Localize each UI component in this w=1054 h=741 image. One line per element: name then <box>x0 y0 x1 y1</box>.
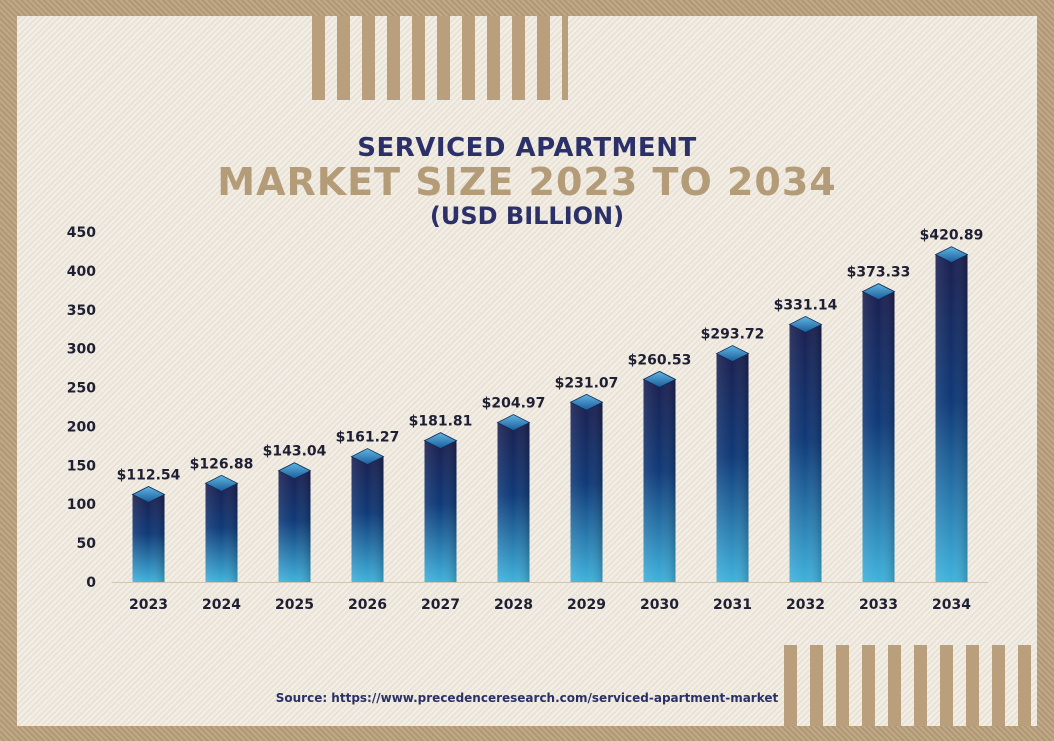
bar-cap <box>131 486 166 503</box>
x-tick-label: 2028 <box>494 597 533 613</box>
bar-2023: $112.54 <box>117 467 181 582</box>
bar-cap <box>204 474 239 492</box>
bar-shading <box>132 494 165 582</box>
bar-cap <box>934 246 969 264</box>
x-tick-label: 2033 <box>859 597 898 613</box>
bar-value-label: $373.33 <box>847 265 911 281</box>
bar-2028: $204.97 <box>482 396 546 582</box>
bar-shading <box>205 483 238 582</box>
x-tick-label: 2025 <box>275 597 314 613</box>
x-tick-label: 2026 <box>348 597 387 613</box>
bar-shading <box>862 291 895 582</box>
bar-2034: $420.89 <box>920 228 984 582</box>
y-tick-label: 400 <box>67 264 96 280</box>
x-tick-label: 2029 <box>567 597 606 613</box>
y-tick-label: 150 <box>67 458 96 474</box>
bar-value-label: $161.27 <box>336 430 400 446</box>
x-tick-label: 2034 <box>932 597 971 613</box>
bar-shading <box>351 456 384 582</box>
bar-cap <box>861 283 896 301</box>
bar-value-label: $112.54 <box>117 467 181 483</box>
source-note: Source: https://www.precedenceresearch.c… <box>275 691 779 705</box>
bar-value-label: $331.14 <box>774 297 838 313</box>
bar-shading <box>716 353 749 582</box>
bar-cap <box>277 462 312 480</box>
bar-cap <box>423 432 458 450</box>
x-tick-label: 2027 <box>421 597 460 613</box>
bar-shading <box>789 324 822 582</box>
bar-shading <box>643 379 676 582</box>
bar-value-label: $143.04 <box>263 444 327 460</box>
y-tick-label: 200 <box>67 419 96 435</box>
bar-2033: $373.33 <box>847 265 911 582</box>
bar-2026: $161.27 <box>336 430 400 582</box>
x-tick-label: 2031 <box>713 597 752 613</box>
y-axis: 0 50 100 150 200 250 300 350 400 450 <box>67 225 96 591</box>
bar-shading <box>278 470 311 582</box>
bar-cap <box>496 414 531 432</box>
bar-2032: $331.14 <box>774 297 838 582</box>
bar-shading <box>570 402 603 582</box>
bar-2030: $260.53 <box>628 352 692 582</box>
y-tick-label: 300 <box>67 342 96 358</box>
bar-2031: $293.72 <box>701 327 765 582</box>
x-axis: 2023 2024 2025 2026 2027 2028 2029 2030 2031 2032… <box>129 597 971 613</box>
bar-shading <box>935 254 968 582</box>
x-tick-label: 2030 <box>640 597 679 613</box>
bars-group: $112.54 $126.88 $143.04 $161.27 $181.81 $204.… <box>117 228 984 582</box>
bar-shading <box>424 440 457 582</box>
y-tick-label: 100 <box>67 497 96 513</box>
y-tick-label: 350 <box>67 303 96 319</box>
bar-2029: $231.07 <box>555 375 619 582</box>
bar-cap <box>642 370 677 388</box>
bar-cap <box>569 393 604 411</box>
decorative-stripes-top <box>312 16 568 100</box>
bar-value-label: $204.97 <box>482 396 546 412</box>
bar-2027: $181.81 <box>409 414 473 582</box>
bar-value-label: $126.88 <box>190 456 254 472</box>
x-tick-label: 2023 <box>129 597 168 613</box>
x-tick-label: 2024 <box>202 597 241 613</box>
bar-value-label: $293.72 <box>701 327 765 343</box>
bar-value-label: $420.89 <box>920 228 984 244</box>
title-line-2: MARKET SIZE 2023 TO 2034 <box>217 160 837 204</box>
bar-cap <box>350 448 385 466</box>
bar-cap <box>715 345 750 362</box>
bar-2024: $126.88 <box>190 456 254 582</box>
decorative-stripes-bottom <box>784 645 1037 726</box>
bar-value-label: $181.81 <box>409 414 473 430</box>
y-tick-label: 250 <box>67 381 96 397</box>
bar-2025: $143.04 <box>263 444 327 582</box>
x-tick-label: 2032 <box>786 597 825 613</box>
bar-value-label: $260.53 <box>628 352 692 368</box>
bar-cap <box>788 315 823 333</box>
y-tick-label: 50 <box>77 536 97 552</box>
y-tick-label: 450 <box>67 225 96 241</box>
y-tick-label: 0 <box>86 575 96 591</box>
bar-shading <box>497 422 530 582</box>
title-line-3: (USD BILLION) <box>429 202 625 230</box>
bar-value-label: $231.07 <box>555 375 619 391</box>
title-line-1: SERVICED APARTMENT <box>357 133 697 163</box>
